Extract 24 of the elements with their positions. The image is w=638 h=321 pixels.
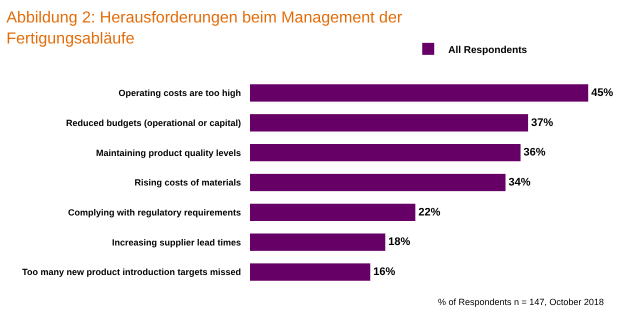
data-label: 36%	[524, 146, 546, 159]
data-label: 16%	[373, 266, 396, 278]
chart-title: Abbildung 2: Herausforderungen beim Management der Fertigungsabläufe	[6, 9, 403, 48]
data-label: 18%	[388, 236, 411, 248]
bar	[250, 204, 416, 222]
y-tick-label: Maintaining product quality levels	[96, 148, 241, 158]
text: % of Respondents n = 147, October 2018	[438, 297, 604, 307]
bar	[250, 84, 588, 102]
data-label: 45%	[591, 86, 614, 99]
y-tick-label: Rising costs of materials	[134, 178, 241, 188]
bar	[250, 174, 506, 192]
bar	[250, 263, 370, 281]
y-tick-label: Operating costs are too high	[118, 88, 241, 98]
legend-label: All Respondents	[448, 44, 528, 56]
data-label: 37%	[531, 116, 554, 129]
y-tick-label: Complying with regulatory requirements	[68, 208, 241, 218]
bar	[250, 234, 386, 251]
data-label: 34%	[508, 176, 531, 188]
y-tick-label: Too many new product introduction targets missed	[22, 267, 241, 278]
bar	[250, 114, 528, 132]
bar	[250, 144, 521, 162]
y-tick-label: Reduced budgets (operational or capital)	[66, 118, 241, 128]
data-label: 22%	[418, 206, 441, 218]
y-tick-label: Increasing supplier lead times	[112, 237, 241, 248]
